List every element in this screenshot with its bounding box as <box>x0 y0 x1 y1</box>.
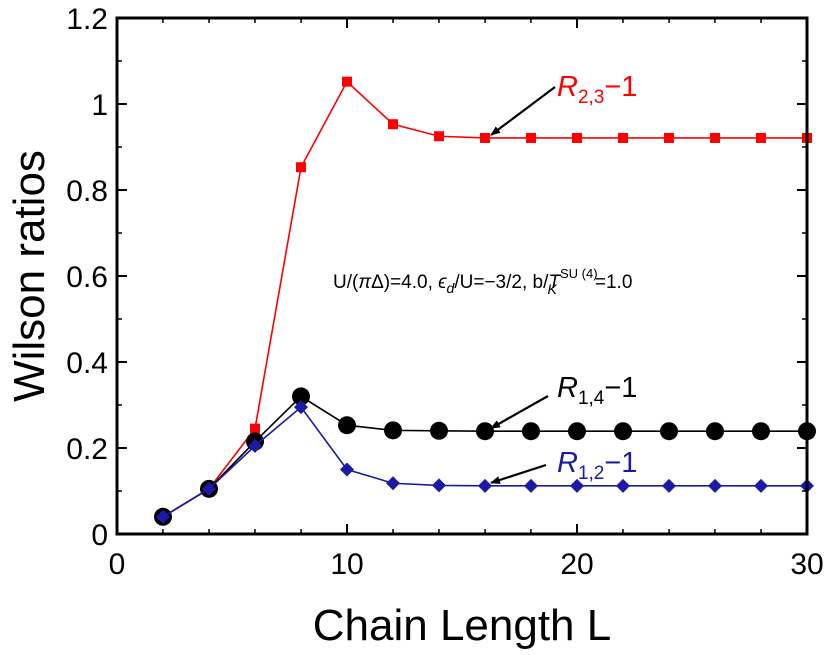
data-point <box>618 132 628 143</box>
annotation-epsilon-part: /U=−3/2, b/ <box>454 272 549 293</box>
data-point <box>250 423 260 434</box>
series-label-subscript: 1,4 <box>578 388 605 409</box>
data-point <box>662 478 676 493</box>
data-point <box>478 478 492 493</box>
series-r1-4 <box>154 387 816 526</box>
series-label-subscript: 1,2 <box>578 463 604 484</box>
data-point <box>664 132 674 143</box>
series-line-r2-3 <box>162 80 807 518</box>
data-point <box>568 422 586 441</box>
annotation-tail: =1.0 <box>595 272 633 293</box>
series-label-tail: −1 <box>604 71 637 103</box>
series-r2-3 <box>158 76 812 522</box>
data-point <box>480 132 490 143</box>
series-label-tail: −1 <box>604 372 637 404</box>
annotation-epsilon: ϵ <box>438 272 447 293</box>
data-point <box>388 119 398 130</box>
annotation-delta-part: Δ)=4.0, <box>371 272 438 293</box>
y-tick-label: 0.8 <box>66 175 108 208</box>
x-tick-label: 30 <box>790 548 823 581</box>
data-point <box>296 162 306 173</box>
parameter-annotation: U/(πΔ)=4.0, ϵd/U=−3/2, b/TSU (4) K =1.0 <box>333 266 632 297</box>
data-point <box>660 422 678 441</box>
data-point <box>340 462 354 477</box>
x-tick-label: 0 <box>109 548 126 581</box>
data-point <box>526 132 536 143</box>
annotation-arrow <box>490 463 547 484</box>
x-tick-label: 20 <box>560 548 593 581</box>
x-tick-label: 10 <box>330 548 363 581</box>
data-point <box>338 416 356 435</box>
annotation-arrow <box>490 86 556 136</box>
data-point <box>434 131 444 142</box>
series-label-r1-2: R1,2−1 <box>557 447 637 484</box>
y-tick-label: 1.2 <box>66 3 108 36</box>
y-tick-label: 0.2 <box>66 433 108 466</box>
data-point <box>294 400 308 415</box>
data-point <box>756 132 766 143</box>
annotation-arrow <box>490 395 549 430</box>
labels-layer: R2,3−1R1,4−1R1,2−1 <box>490 71 637 484</box>
data-point <box>706 422 724 441</box>
y-tick-label: 0 <box>91 519 108 552</box>
data-point <box>430 421 448 440</box>
data-point <box>708 478 722 493</box>
data-point <box>752 422 770 441</box>
data-point <box>710 132 720 143</box>
data-point <box>614 422 632 441</box>
data-point <box>570 478 584 493</box>
annotation-epsilon-sub: d <box>447 280 456 296</box>
ticks-layer: 0 10 20 30 0 0.2 0.4 0.6 0.8 1 1.2 <box>66 3 823 581</box>
y-tick-label: 0.6 <box>66 261 108 294</box>
annotation-tk-sup: SU (4) <box>560 266 598 281</box>
data-point <box>754 478 768 493</box>
series-label-tail: −1 <box>604 447 637 479</box>
series-label-r2-3: R2,3−1 <box>557 71 637 108</box>
series-line-r1-4 <box>162 395 807 518</box>
annotation-tk: T <box>548 272 561 293</box>
data-point <box>432 478 446 493</box>
annotation-pi: π <box>358 272 372 293</box>
y-tick-label: 1 <box>91 89 108 122</box>
series-label-symbol: R <box>557 447 578 479</box>
series-label-symbol: R <box>557 71 578 103</box>
data-point <box>156 509 170 524</box>
x-axis-title: Chain Length L <box>313 601 611 650</box>
series-label-r1-4: R1,4−1 <box>557 372 637 409</box>
data-point <box>386 476 400 491</box>
data-point <box>342 76 352 87</box>
data-point <box>522 422 540 441</box>
series-r1-2 <box>156 400 814 524</box>
y-tick-label: 0.4 <box>66 347 108 380</box>
annotation-tk-sub: K <box>548 281 558 297</box>
data-point <box>616 478 630 493</box>
data-point <box>524 478 538 493</box>
data-point <box>572 132 582 143</box>
series-layer <box>154 76 816 526</box>
series-label-symbol: R <box>557 372 578 404</box>
data-point <box>292 387 310 406</box>
data-point <box>248 438 262 453</box>
data-point <box>202 481 216 496</box>
y-axis-title: Wilson ratios <box>5 150 54 402</box>
data-point <box>384 421 402 440</box>
series-label-subscript: 2,3 <box>578 87 604 108</box>
annotation-u-part: U/( <box>333 272 359 293</box>
data-point <box>476 422 494 441</box>
